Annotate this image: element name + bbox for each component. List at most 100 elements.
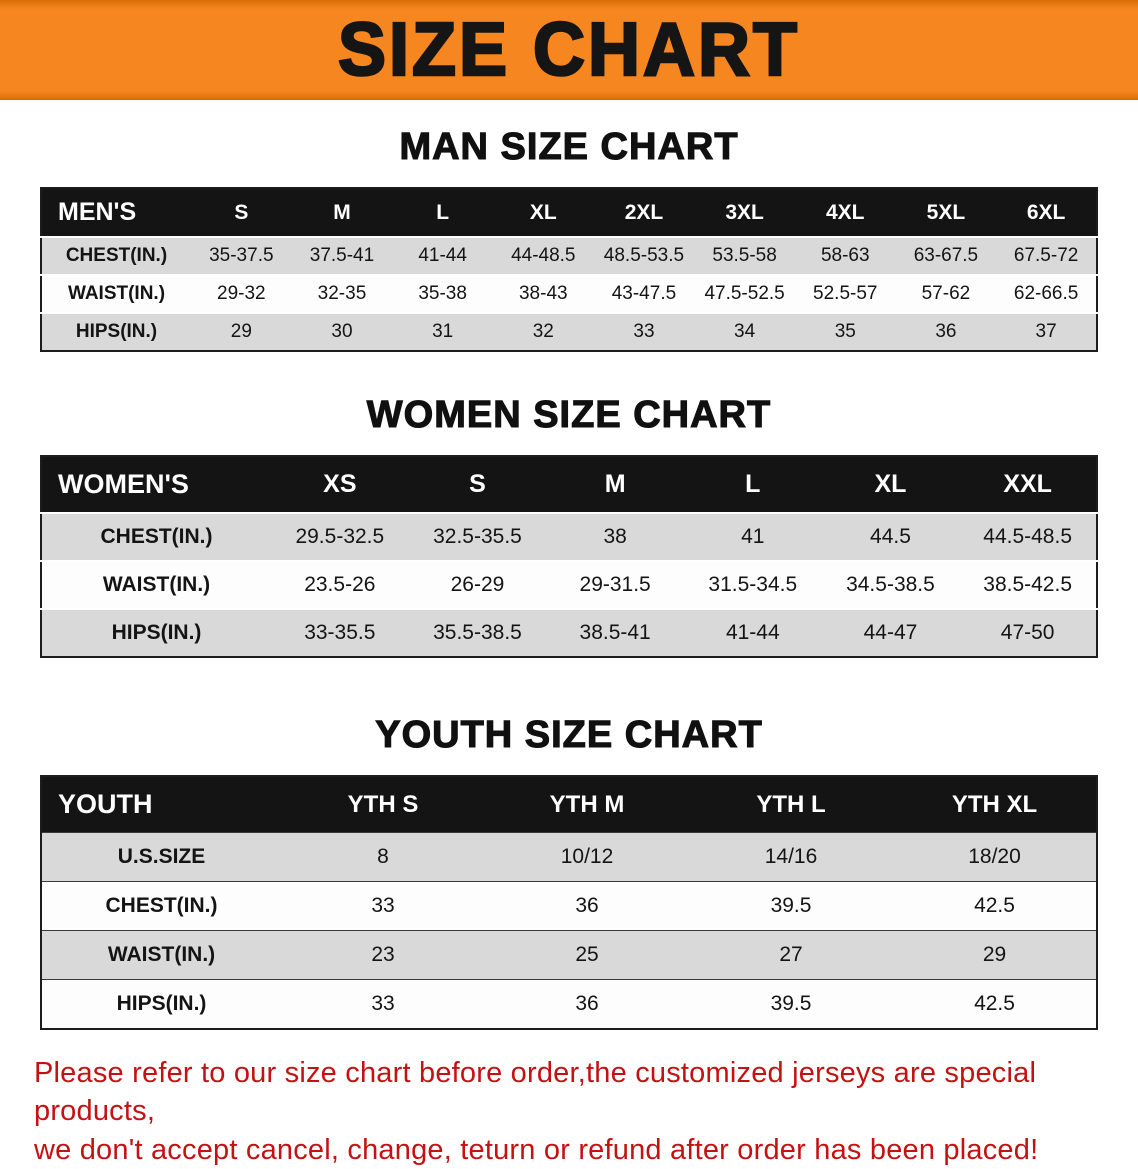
men-header-row: MEN'S S M L XL 2XL 3XL 4XL 5XL 6XL <box>41 188 1097 237</box>
men-measurement-value: 57-62 <box>921 283 971 304</box>
youth-measurement-value: 42.5 <box>974 992 1015 1015</box>
youth-row-label: U.S.SIZE <box>117 845 206 868</box>
youth-measurement-row: HIPS(IN.) 33 36 39.5 42.5 <box>41 979 1097 1029</box>
men-measurement-value: 63-67.5 <box>913 245 979 266</box>
women-header-row: WOMEN'S XS S M L XL XXL <box>41 456 1097 513</box>
disclaimer-line-2: we don't accept cancel, change, teturn o… <box>34 1133 1039 1166</box>
youth-measurement-row: U.S.SIZE 8 10/12 14/16 18/20 <box>41 832 1097 882</box>
youth-header-row: YOUTH YTH S YTH M YTH L YTH XL <box>41 776 1097 833</box>
women-table-label: WOMEN'S <box>41 456 271 513</box>
women-measurement-value: 38 <box>603 525 627 548</box>
men-measurement-value: 43-47.5 <box>611 283 677 304</box>
youth-measurement-value: 36 <box>575 992 599 1015</box>
men-measurement-value: 44-48.5 <box>511 245 576 266</box>
women-measurement-value: 29.5-32.5 <box>295 525 385 548</box>
men-measurement-value: 31 <box>432 321 454 342</box>
men-size-column-header: M <box>291 188 393 237</box>
youth-measurement-value: 29 <box>982 943 1007 966</box>
men-measurement-value: 35-37.5 <box>209 245 274 266</box>
women-measurement-value: 32.5-35.5 <box>433 525 522 548</box>
women-measurement-value: 47-50 <box>1000 621 1055 644</box>
men-size-column-header: 5XL <box>895 188 997 237</box>
youth-measurement-value: 14/16 <box>764 845 818 868</box>
women-measurement-value: 38.5-42.5 <box>983 573 1073 596</box>
youth-measurement-value: 36 <box>575 894 599 917</box>
men-measurement-value: 32 <box>532 321 554 342</box>
disclaimer-note: Please refer to our size chart before or… <box>0 1054 1138 1169</box>
youth-measurement-value: 33 <box>371 894 395 917</box>
men-measurement-value: 36 <box>935 321 957 342</box>
man-size-chart-heading: MAN SIZE CHART <box>399 125 739 168</box>
women-measurement-value: 44.5 <box>870 525 911 548</box>
women-size-column-header: XXL <box>959 456 1097 513</box>
men-measurement-value: 34 <box>734 321 756 342</box>
women-measurement-value: 41 <box>741 525 765 548</box>
youth-row-label: WAIST(IN.) <box>107 943 216 966</box>
women-measurement-value: 33-35.5 <box>304 621 376 644</box>
men-measurement-value: 48.5-53.5 <box>603 245 685 266</box>
youth-measurement-value: 8 <box>377 845 389 868</box>
youth-size-chart-heading: YOUTH SIZE CHART <box>375 713 763 756</box>
women-measurement-value: 31.5-34.5 <box>708 573 798 596</box>
women-size-column-header: XS <box>271 456 409 513</box>
men-measurement-value: 53.5-58 <box>712 245 777 266</box>
men-measurement-value: 30 <box>331 321 353 342</box>
men-row-label: CHEST(IN.) <box>65 245 168 266</box>
women-measurement-row: WAIST(IN.) 23.5-26 26-29 29-31.5 31.5-34.5 34… <box>41 561 1097 609</box>
youth-measurement-value: 27 <box>779 943 803 966</box>
men-measurement-value: 37.5-41 <box>309 245 375 266</box>
youth-measurement-value: 42.5 <box>974 894 1015 917</box>
women-row-label: CHEST(IN.) <box>100 525 213 548</box>
men-size-column-header: 2XL <box>593 188 695 237</box>
youth-measurement-value: 23 <box>371 943 395 966</box>
men-row-label: HIPS(IN.) <box>75 321 158 342</box>
women-row-label: WAIST(IN.) <box>102 573 211 596</box>
women-size-column-header: S <box>408 456 547 513</box>
youth-measurement-value: 10/12 <box>560 845 614 868</box>
men-measurement-value: 41-44 <box>418 245 467 266</box>
women-measurement-value: 26-29 <box>450 573 505 596</box>
size-chart-banner: SIZE CHART <box>0 0 1138 100</box>
women-measurement-value: 29-31.5 <box>579 573 651 596</box>
men-measurement-value: 47.5-52.5 <box>704 283 785 304</box>
men-size-column-header: L <box>392 188 493 237</box>
men-measurement-value: 38-43 <box>518 283 568 304</box>
men-size-column-header: XL <box>492 188 594 237</box>
men-size-table: MEN'S S M L XL 2XL 3XL 4XL 5XL 6XL CHEST(IN.) 35-37… <box>40 187 1098 352</box>
youth-size-column-header: YTH S <box>281 776 485 833</box>
men-row-label: WAIST(IN.) <box>67 283 166 304</box>
youth-size-table: YOUTH YTH S YTH M YTH L YTH XL U.S.SIZE 8 10/12… <box>40 775 1098 1030</box>
disclaimer-line-1: Please refer to our size chart before or… <box>34 1057 1037 1128</box>
men-size-column-header: 4XL <box>794 188 896 237</box>
women-measurement-value: 34.5-38.5 <box>846 573 935 596</box>
banner-title: SIZE CHART <box>337 7 800 93</box>
women-measurement-value: 44-47 <box>863 621 918 644</box>
men-measurement-value: 32-35 <box>317 283 367 304</box>
men-measurement-row: CHEST(IN.) 35-37.5 37.5-41 41-44 44-48.5 48.5… <box>41 237 1097 275</box>
women-size-column-header: L <box>683 456 822 513</box>
men-measurement-value: 33 <box>633 321 655 342</box>
youth-row-label: HIPS(IN.) <box>116 992 207 1015</box>
women-size-chart-heading: WOMEN SIZE CHART <box>366 393 772 436</box>
men-measurement-value: 29 <box>230 321 252 342</box>
youth-table-label: YOUTH <box>41 776 281 833</box>
women-size-column-header: XL <box>821 456 960 513</box>
men-measurement-value: 52.5-57 <box>813 283 878 304</box>
men-size-column-header: 3XL <box>694 188 795 237</box>
women-measurement-value: 23.5-26 <box>304 573 376 596</box>
youth-measurement-value: 39.5 <box>770 992 812 1015</box>
men-size-column-header: S <box>191 188 292 237</box>
men-table-label: MEN'S <box>41 188 191 237</box>
women-measurement-row: CHEST(IN.) 29.5-32.5 32.5-35.5 38 41 44.5 44.5… <box>41 513 1097 561</box>
youth-size-column-header: YTH XL <box>893 776 1097 833</box>
men-measurement-value: 29-32 <box>217 283 266 304</box>
women-measurement-value: 44.5-48.5 <box>983 525 1073 548</box>
women-row-label: HIPS(IN.) <box>111 621 202 644</box>
youth-size-column-header: YTH L <box>689 776 893 833</box>
women-measurement-value: 41-44 <box>725 621 780 644</box>
youth-measurement-row: WAIST(IN.) 23 25 27 29 <box>41 930 1097 980</box>
youth-measurement-value: 39.5 <box>770 894 812 917</box>
men-measurement-value: 67.5-72 <box>1013 245 1079 266</box>
men-measurement-value: 62-66.5 <box>1013 283 1079 304</box>
men-measurement-row: WAIST(IN.) 29-32 32-35 35-38 38-43 43-47.5 47.… <box>41 275 1097 313</box>
